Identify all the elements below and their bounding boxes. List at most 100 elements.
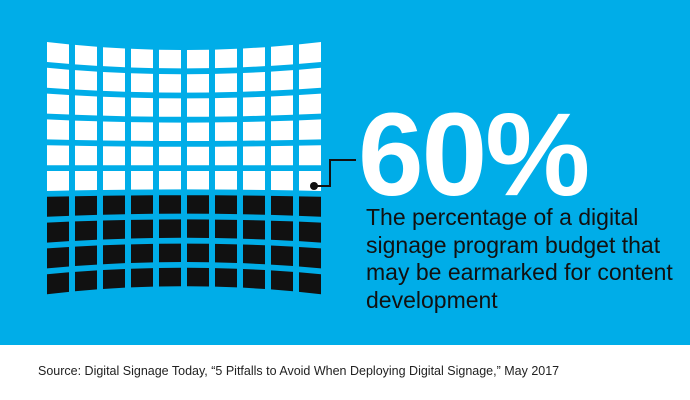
waffle-cell-highlighted: [103, 47, 125, 68]
waffle-cell-remaining: [187, 267, 209, 287]
waffle-cell-highlighted: [271, 120, 293, 141]
waffle-cell-highlighted: [187, 49, 209, 69]
waffle-cell-highlighted: [271, 145, 293, 166]
waffle-cell-highlighted: [187, 73, 209, 93]
waffle-cell-remaining: [131, 243, 153, 263]
waffle-cell-highlighted: [215, 171, 237, 190]
waffle-cell-remaining: [187, 243, 209, 263]
waffle-cell-highlighted: [299, 119, 321, 140]
waffle-cell-remaining: [243, 244, 265, 265]
waffle-cell-highlighted: [271, 95, 293, 116]
waffle-cell-remaining: [131, 268, 153, 288]
waffle-cell-remaining: [75, 195, 97, 216]
waffle-cell-remaining: [215, 268, 237, 288]
waffle-cell-highlighted: [159, 98, 181, 117]
waffle-cell-remaining: [103, 195, 125, 215]
waffle-cell-remaining: [187, 219, 209, 238]
waffle-cell-remaining: [75, 245, 97, 267]
waffle-cell-remaining: [159, 267, 181, 287]
waffle-cell-highlighted: [159, 49, 181, 69]
waffle-cell-remaining: [243, 195, 265, 215]
waffle-cell-remaining: [299, 246, 321, 269]
waffle-cell-highlighted: [243, 47, 265, 68]
waffle-cell-highlighted: [243, 121, 265, 141]
waffle-cell-highlighted: [131, 97, 153, 117]
waffle-cell-remaining: [271, 270, 293, 292]
waffle-cell-remaining: [159, 243, 181, 263]
waffle-cell-highlighted: [75, 70, 97, 91]
waffle-cell-highlighted: [47, 171, 69, 191]
waffle-cell-highlighted: [187, 98, 209, 117]
waffle-cell-remaining: [103, 268, 125, 289]
waffle-cell-highlighted: [159, 73, 181, 93]
waffle-cell-highlighted: [243, 71, 265, 92]
waffle-cell-highlighted: [47, 93, 69, 115]
waffle-cell-remaining: [299, 272, 321, 295]
waffle-cell-remaining: [103, 219, 125, 240]
waffle-cell-highlighted: [299, 145, 321, 166]
waffle-grid: [47, 42, 356, 295]
waffle-cell-highlighted: [103, 171, 125, 190]
waffle-cell-highlighted: [103, 96, 125, 117]
infographic-panel: 60% The percentage of a digital signage …: [0, 0, 690, 345]
waffle-cell-remaining: [243, 219, 265, 240]
waffle-cell-highlighted: [103, 121, 125, 141]
waffle-cell-remaining: [47, 246, 69, 269]
waffle-cell-highlighted: [187, 171, 209, 190]
waffle-cell-highlighted: [75, 171, 97, 191]
waffle-cell-highlighted: [271, 44, 293, 66]
waffle-cell-highlighted: [243, 171, 265, 190]
waffle-cell-remaining: [47, 221, 69, 243]
waffle-cell-remaining: [159, 219, 181, 238]
waffle-cell-highlighted: [243, 96, 265, 117]
waffle-cell-highlighted: [75, 120, 97, 141]
waffle-cell-highlighted: [271, 70, 293, 91]
waffle-cell-highlighted: [159, 171, 181, 190]
waffle-cell-highlighted: [159, 146, 181, 166]
waffle-cell-remaining: [271, 245, 293, 267]
waffle-cell-remaining: [131, 195, 153, 215]
waffle-cell-remaining: [131, 219, 153, 239]
waffle-cell-remaining: [75, 220, 97, 241]
waffle-cell-highlighted: [299, 171, 321, 191]
waffle-cell-highlighted: [271, 171, 293, 191]
waffle-cell-highlighted: [131, 146, 153, 166]
waffle-cell-remaining: [271, 220, 293, 241]
waffle-cell-highlighted: [187, 146, 209, 166]
headline-percentage: 60%: [358, 89, 590, 221]
waffle-cell-remaining: [47, 196, 69, 217]
waffle-cell-remaining: [215, 243, 237, 263]
waffle-cell-highlighted: [299, 93, 321, 115]
percentage-caption: The percentage of a digital signage prog…: [366, 204, 673, 313]
waffle-cell-highlighted: [299, 42, 321, 64]
waffle-cell-highlighted: [215, 73, 237, 93]
waffle-cell-highlighted: [131, 48, 153, 69]
source-citation: Source: Digital Signage Today, “5 Pitfal…: [38, 364, 560, 378]
waffle-cell-highlighted: [75, 145, 97, 166]
waffle-cell-remaining: [271, 195, 293, 216]
waffle-cell-remaining: [299, 221, 321, 243]
waffle-cell-remaining: [103, 244, 125, 265]
waffle-cell-highlighted: [159, 122, 181, 141]
waffle-cell-highlighted: [215, 146, 237, 166]
waffle-cell-remaining: [47, 272, 69, 295]
waffle-cell-remaining: [159, 195, 181, 214]
waffle-cell-remaining: [75, 270, 97, 292]
waffle-cell-remaining: [243, 268, 265, 289]
waffle-cell-highlighted: [75, 95, 97, 116]
waffle-cell-highlighted: [47, 42, 69, 64]
waffle-cell-highlighted: [103, 71, 125, 92]
waffle-cell-highlighted: [131, 73, 153, 93]
waffle-cell-highlighted: [215, 122, 237, 141]
waffle-cell-highlighted: [243, 146, 265, 166]
waffle-cell-highlighted: [131, 122, 153, 141]
waffle-cell-highlighted: [75, 44, 97, 66]
waffle-cell-highlighted: [215, 97, 237, 117]
waffle-cell-highlighted: [47, 145, 69, 166]
waffle-cell-highlighted: [187, 122, 209, 141]
waffle-cell-remaining: [215, 195, 237, 215]
waffle-cell-remaining: [299, 196, 321, 217]
waffle-cell-remaining: [187, 195, 209, 214]
waffle-cell-highlighted: [299, 67, 321, 90]
waffle-cell-highlighted: [131, 171, 153, 190]
